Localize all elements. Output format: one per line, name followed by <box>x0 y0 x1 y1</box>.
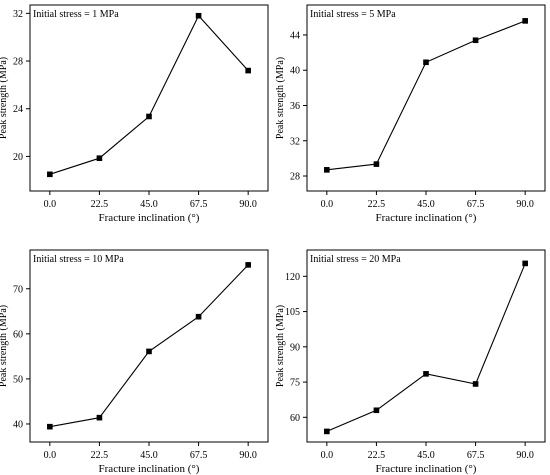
plot-frame <box>29 249 269 443</box>
y-axis-label: Peak strength (MPa) <box>0 305 9 387</box>
y-tick-label: 20 <box>13 152 23 163</box>
y-tick-label: 50 <box>13 374 23 385</box>
data-point <box>324 428 330 435</box>
y-tick-label: 36 <box>290 101 300 112</box>
series-line <box>326 20 526 171</box>
panel-annotation: Initial stress = 10 MPa <box>33 254 124 265</box>
x-axis-label: Fracture inclination (°) <box>376 212 477 224</box>
x-tick-label: 22.5 <box>368 450 386 461</box>
y-tick-label: 40 <box>13 419 23 430</box>
data-point <box>47 423 53 430</box>
y-tick-label: 60 <box>290 413 300 424</box>
x-tick-label: 22.5 <box>368 199 386 210</box>
x-tick-label: 45.0 <box>417 199 435 210</box>
data-point <box>195 12 202 19</box>
data-point <box>522 260 528 267</box>
y-axis-label: Peak strength (MPa) <box>275 305 286 387</box>
data-point <box>47 171 53 178</box>
y-tick-label: 90 <box>290 342 300 353</box>
x-tick-label: 45.0 <box>140 450 158 461</box>
plot-frame <box>306 249 546 443</box>
chart-panel-3: 0.0 22.5 45.0 67.5 90.0 40 50 60 70 Fracture incl… <box>0 249 269 475</box>
y-tick-label: 32 <box>13 9 23 20</box>
x-tick-label: 0.0 <box>321 450 334 461</box>
x-tick-label: 45.0 <box>417 450 435 461</box>
data-point <box>146 113 152 120</box>
y-tick-label: 60 <box>13 329 23 340</box>
x-tick-label: 90.0 <box>516 450 534 461</box>
data-point <box>472 381 479 387</box>
data-point <box>195 313 202 320</box>
chart-panel-4: 0.0 22.5 45.0 67.5 90.0 60 75 90 105 120 Fracture … <box>275 249 546 475</box>
panel-annotation: Initial stress = 20 MPa <box>310 254 401 265</box>
y-tick-label: 40 <box>290 66 300 77</box>
x-tick-label: 22.5 <box>91 199 109 210</box>
y-axis-label: Peak strength (MPa) <box>0 57 9 139</box>
plot-frame <box>29 4 269 192</box>
panel-annotation: Initial stress = 1 MPa <box>33 9 119 20</box>
data-point <box>423 371 429 377</box>
y-tick-label: 105 <box>285 307 300 318</box>
panel-annotation: Initial stress = 5 MPa <box>310 9 396 20</box>
x-axis-label: Fracture inclination (°) <box>376 463 477 475</box>
x-tick-label: 90.0 <box>239 450 257 461</box>
data-point <box>522 18 528 24</box>
x-tick-label: 45.0 <box>140 199 158 210</box>
y-tick-label: 75 <box>290 378 300 389</box>
x-tick-label: 67.5 <box>190 450 208 461</box>
y-axis-label: Peak strength (MPa) <box>275 57 286 139</box>
x-tick-label: 67.5 <box>467 199 485 210</box>
y-tick-label: 32 <box>290 136 300 147</box>
chart-panel-1: 0.0 22.5 45.0 67.5 90.0 20 24 28 32 Fracture incl… <box>0 4 269 224</box>
data-point <box>245 67 251 74</box>
x-tick-label: 67.5 <box>190 199 208 210</box>
plot-frame <box>306 4 546 192</box>
y-tick-label: 70 <box>13 284 23 295</box>
data-point <box>373 407 380 414</box>
y-tick-label: 24 <box>13 104 23 115</box>
y-tick-label: 28 <box>13 57 23 68</box>
x-axis-label: Fracture inclination (°) <box>99 463 200 475</box>
x-tick-label: 22.5 <box>91 450 109 461</box>
x-tick-label: 0.0 <box>321 199 334 210</box>
x-tick-label: 90.0 <box>239 199 257 210</box>
x-tick-label: 0.0 <box>44 450 57 461</box>
data-point <box>324 167 330 173</box>
x-tick-label: 0.0 <box>44 199 57 210</box>
data-point <box>472 37 479 44</box>
y-tick-label: 44 <box>290 30 300 41</box>
data-point <box>373 161 380 167</box>
data-point <box>146 348 152 355</box>
data-point <box>96 414 103 421</box>
series-line <box>49 264 249 428</box>
y-tick-label: 120 <box>285 272 300 283</box>
series-line <box>326 263 526 432</box>
series-line <box>49 14 249 175</box>
data-point <box>96 155 103 162</box>
x-axis-label: Fracture inclination (°) <box>99 212 200 224</box>
chart-panel-2: 0.0 22.5 45.0 67.5 90.0 28 32 36 40 44 Fracture in… <box>275 4 546 224</box>
y-tick-label: 28 <box>290 172 300 183</box>
x-tick-label: 90.0 <box>516 199 534 210</box>
x-tick-label: 67.5 <box>467 450 485 461</box>
data-point <box>423 59 429 66</box>
data-point <box>245 262 251 268</box>
